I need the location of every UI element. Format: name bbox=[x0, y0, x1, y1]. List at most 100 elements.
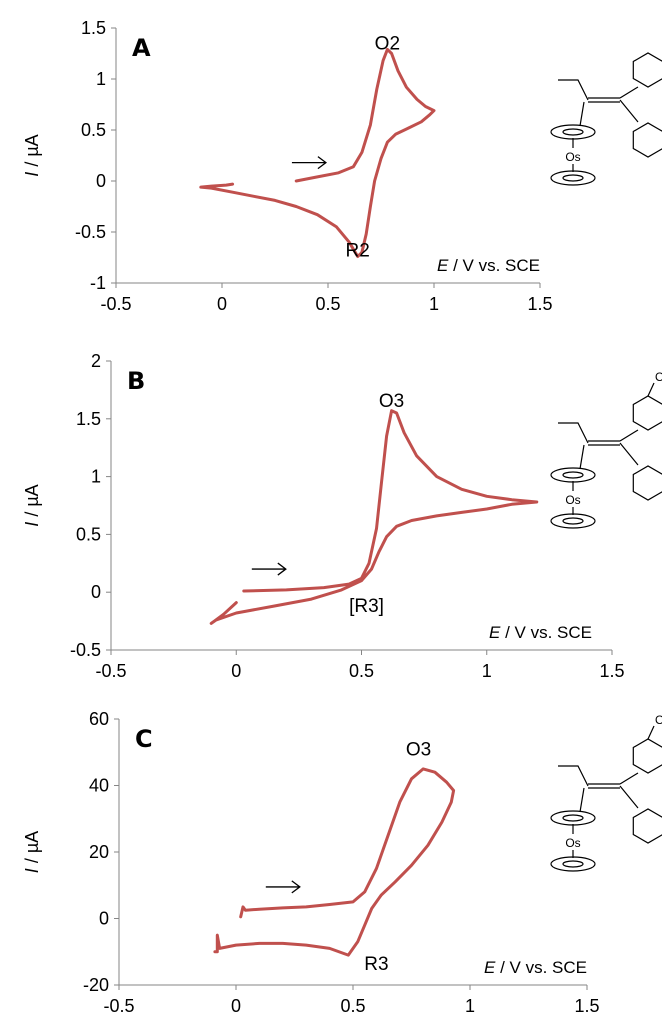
hydroxy-bond bbox=[647, 382, 655, 397]
cp-inner-upper bbox=[562, 471, 584, 479]
x-tick-label: 0 bbox=[217, 294, 227, 314]
y-tick-label: 2 bbox=[91, 351, 101, 371]
x-tick-label: 0 bbox=[231, 661, 241, 681]
hydroxy-bond bbox=[647, 725, 655, 740]
y-axis-title: I / µA bbox=[22, 831, 42, 873]
x-axis-title: E / V vs. SCE bbox=[484, 958, 587, 977]
x-tick-label: 1.5 bbox=[599, 661, 624, 681]
x-tick-label: 0.5 bbox=[315, 294, 340, 314]
y-tick-label: 40 bbox=[89, 776, 109, 796]
cp-inner-lower bbox=[562, 174, 584, 182]
cp-ring-upper bbox=[550, 810, 596, 826]
molecule-structure: Os OH bbox=[550, 370, 662, 529]
panel-label: C bbox=[135, 725, 153, 753]
y-axis-title-symbol: I bbox=[22, 522, 42, 527]
metal-label: Os bbox=[565, 493, 580, 507]
x-axis-title-unit: / V vs. SCE bbox=[448, 256, 540, 275]
y-tick-label: 0 bbox=[96, 171, 106, 191]
scan-direction-arrow bbox=[265, 880, 301, 894]
y-tick-label: 1.5 bbox=[81, 18, 106, 38]
y-axis-title-unit: / µA bbox=[22, 134, 42, 171]
cv-series-line bbox=[199, 47, 436, 258]
scan-direction-arrow bbox=[251, 562, 287, 576]
y-tick-label: -1 bbox=[90, 273, 106, 293]
peak-label: O3 bbox=[379, 391, 404, 412]
cp-inner-upper bbox=[562, 128, 584, 136]
y-axis-title-unit: / µA bbox=[22, 831, 42, 868]
molecule-structure: Os OH bbox=[550, 713, 662, 872]
x-axis-title-unit: / V vs. SCE bbox=[500, 623, 592, 642]
x-axis-title-unit: / V vs. SCE bbox=[495, 958, 587, 977]
phenyl-ring-lower bbox=[632, 465, 662, 501]
hydroxy-label: OH bbox=[655, 370, 662, 384]
y-tick-label: 1 bbox=[96, 69, 106, 89]
x-tick-label: -0.5 bbox=[95, 661, 126, 681]
peak-label: O2 bbox=[375, 33, 400, 54]
cp-ring-lower bbox=[550, 170, 596, 186]
y-axis-title-unit: / µA bbox=[22, 484, 42, 521]
cv-series-line bbox=[209, 409, 539, 625]
x-tick-label: 1.5 bbox=[527, 294, 552, 314]
cv-series-line bbox=[213, 767, 456, 957]
x-axis-title-symbol: E bbox=[437, 256, 449, 275]
cp-ring-lower bbox=[550, 513, 596, 529]
y-axis-title: I / µA bbox=[22, 134, 42, 176]
x-tick-label: 1.5 bbox=[574, 996, 599, 1016]
y-tick-label: 0 bbox=[91, 582, 101, 602]
molecule-structure: Os bbox=[550, 52, 662, 186]
y-tick-label: -0.5 bbox=[75, 222, 106, 242]
x-axis-title-symbol: E bbox=[484, 958, 496, 977]
phenyl-ring-upper bbox=[632, 738, 662, 774]
x-tick-label: 1 bbox=[429, 294, 439, 314]
phenyl-ring-lower bbox=[632, 808, 662, 844]
y-tick-label: 0.5 bbox=[76, 524, 101, 544]
alkene-skeleton bbox=[558, 765, 639, 809]
cp-ring-lower bbox=[550, 856, 596, 872]
cp-link bbox=[579, 787, 585, 813]
hydroxy-label: OH bbox=[655, 713, 662, 727]
y-tick-label: 1.5 bbox=[76, 409, 101, 429]
peak-label: O3 bbox=[406, 740, 431, 761]
x-tick-label: -0.5 bbox=[100, 294, 131, 314]
y-tick-label: 60 bbox=[89, 709, 109, 729]
cp-link bbox=[579, 101, 585, 127]
cp-inner-lower bbox=[562, 860, 584, 868]
phenyl-ring-upper bbox=[632, 395, 662, 431]
phenyl-ring-upper bbox=[632, 52, 662, 88]
panel-label: A bbox=[132, 34, 151, 62]
y-axis-title-symbol: I bbox=[22, 868, 42, 873]
alkene-skeleton bbox=[558, 79, 639, 123]
cp-ring-upper bbox=[550, 467, 596, 483]
x-tick-label: 0 bbox=[231, 996, 241, 1016]
x-tick-label: 0.5 bbox=[349, 661, 374, 681]
y-tick-label: 1 bbox=[91, 467, 101, 487]
y-axis-title: I / µA bbox=[22, 484, 42, 526]
chart-panel-c: -20 0 20 40 60 -0.5 0 0.5 1 1.5 C O3 R3 E / V vs. SCE… bbox=[22, 709, 662, 1016]
alkene-skeleton bbox=[558, 422, 639, 466]
phenyl-ring-lower bbox=[632, 122, 662, 158]
y-tick-label: 0 bbox=[99, 909, 109, 929]
panel-label: B bbox=[127, 367, 145, 395]
y-tick-label: 20 bbox=[89, 842, 109, 862]
cp-link bbox=[579, 444, 585, 470]
x-tick-label: 1 bbox=[482, 661, 492, 681]
y-axis-title-symbol: I bbox=[22, 172, 42, 177]
cp-inner-lower bbox=[562, 517, 584, 525]
y-tick-label: -0.5 bbox=[70, 640, 101, 660]
x-axis-title-symbol: E bbox=[489, 623, 501, 642]
x-tick-label: -0.5 bbox=[103, 996, 134, 1016]
x-axis-title: E / V vs. SCE bbox=[489, 623, 592, 642]
y-tick-label: 0.5 bbox=[81, 120, 106, 140]
metal-label: Os bbox=[565, 836, 580, 850]
chart-panel-b: -0.5 0 0.5 1 1.5 2 -0.5 0 0.5 1 1.5 B O3 [R3] E / V vs… bbox=[22, 351, 662, 681]
cp-inner-upper bbox=[562, 814, 584, 822]
peak-label: [R3] bbox=[349, 596, 384, 617]
cp-ring-upper bbox=[550, 124, 596, 140]
y-tick-label: -20 bbox=[83, 975, 109, 995]
peak-label: R2 bbox=[346, 240, 370, 261]
x-tick-label: 0.5 bbox=[340, 996, 365, 1016]
scan-direction-arrow bbox=[291, 156, 328, 170]
peak-label: R3 bbox=[364, 954, 388, 975]
x-axis-title: E / V vs. SCE bbox=[437, 256, 540, 275]
